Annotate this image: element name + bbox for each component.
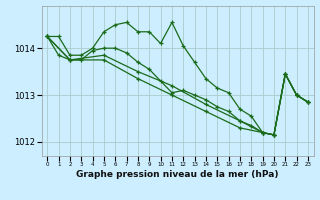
X-axis label: Graphe pression niveau de la mer (hPa): Graphe pression niveau de la mer (hPa) <box>76 170 279 179</box>
